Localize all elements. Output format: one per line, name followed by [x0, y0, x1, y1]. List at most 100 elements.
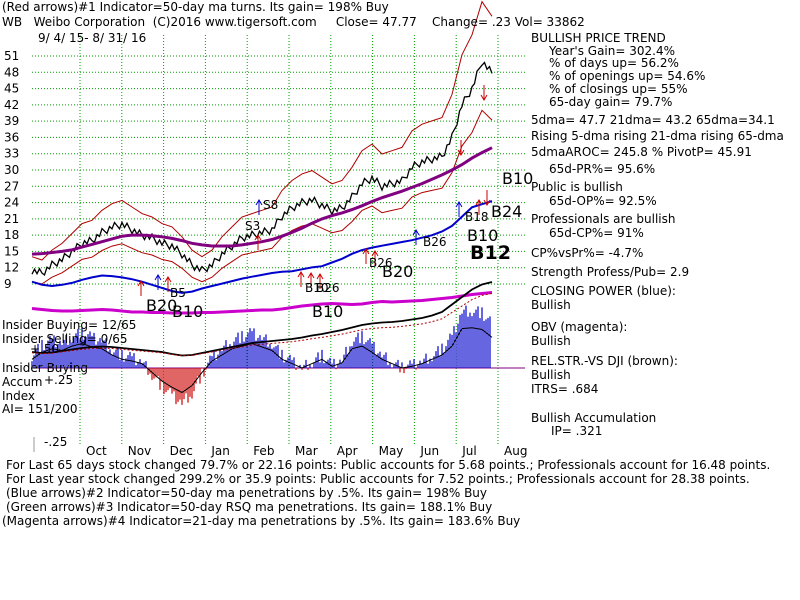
openings-up: % of openings up= 54.6%	[549, 69, 706, 83]
dma-values: 5dma= 47.7 21dma= 43.2 65dma=34.1	[531, 113, 775, 127]
arrow-head-13	[483, 199, 491, 206]
insider-selling: Insider Selling= 0/65	[2, 332, 128, 346]
index-label: Index	[2, 389, 36, 403]
arrow-head-4	[254, 234, 262, 241]
arrow-head-5	[297, 271, 305, 278]
signal-b10-small: B10	[305, 281, 329, 295]
signal-b12: B12	[470, 242, 511, 264]
years-gain: Year's Gain= 302.4%	[549, 44, 675, 58]
y-tick-21: 21	[4, 212, 19, 226]
y-tick-9: 9	[4, 277, 12, 291]
accum-tick-plus50: +.50	[30, 342, 60, 356]
closing-power-status: Bullish	[531, 298, 571, 312]
price-bands	[31, 0, 493, 285]
arrow-head-12	[475, 199, 483, 206]
ma65-line	[31, 146, 493, 256]
arrow-head-0	[137, 280, 145, 287]
volume: Vol= 33862	[514, 15, 585, 29]
cp-vs-pr: CP%vsPr%= -4.7%	[531, 246, 644, 260]
accum-ma-line	[31, 327, 493, 394]
y-tick-48: 48	[4, 65, 19, 79]
closings-up: % of closings up= 55%	[549, 82, 688, 96]
indicator-lines	[31, 61, 493, 357]
insider-buying: Insider Buying= 12/65	[2, 318, 137, 332]
price-line	[31, 61, 493, 276]
arrow-head-11	[455, 201, 463, 208]
accumulation-title: Bullish Accumulation	[531, 411, 657, 425]
x-tick-Oct: Oct	[86, 444, 107, 458]
x-tick-Apr: Apr	[337, 444, 358, 458]
company-name: Weibo Corporation	[33, 15, 146, 29]
trend-title: BULLISH PRICE TREND	[531, 31, 666, 45]
signal-b26-apr: B26	[316, 281, 340, 295]
y-tick-36: 36	[4, 130, 19, 144]
accum-tick-plus25: +.25	[44, 373, 74, 387]
relstr-line	[31, 281, 493, 357]
x-tick-Jun: Jun	[419, 444, 439, 458]
cp-percent: 65d-CP%= 91%	[549, 226, 644, 240]
signal-b10-apr: B10	[312, 302, 344, 321]
upper-band	[31, 0, 493, 261]
x-tick-Dec: Dec	[170, 444, 193, 458]
signal-s8: S8	[263, 198, 279, 212]
relstr-title: REL.STR.-VS DJI (brown):	[531, 354, 678, 368]
y-tick-24: 24	[4, 196, 19, 210]
arrow-head-3	[255, 199, 263, 206]
obv-title: OBV (magenta):	[531, 320, 628, 334]
accum-tick-minus25: -.25	[44, 435, 68, 449]
signal-arrows	[137, 85, 491, 296]
ticker: WB	[2, 15, 23, 29]
date-range: 9/ 4/ 15- 8/ 31/ 16	[38, 31, 147, 45]
signal-b26-jul: B26	[423, 235, 447, 249]
x-tick-Mar: Mar	[295, 444, 318, 458]
arrow-head-6	[307, 272, 315, 279]
signal-s3: S3	[245, 219, 261, 233]
x-tick-Jul: Jul	[461, 444, 476, 458]
footer-line-magenta: (Magenta arrows)#4 Indicator=21-day ma p…	[2, 514, 521, 528]
x-tick-Aug: Aug	[504, 444, 527, 458]
footer-line-year: For Last year stock changed 299.2% or 35…	[6, 472, 750, 486]
arrow-head-14	[480, 94, 488, 101]
signal-b26-may: B26	[369, 256, 393, 270]
signal-b10-top: B10	[502, 169, 534, 188]
y-tick-30: 30	[4, 163, 19, 177]
axis-ticks: 51 48 45 42 39 36 33 30 27 24 21 18 15 12 9 Oct Nov Dec Ja…	[4, 49, 527, 458]
insider-buying-label: Insider Buying	[2, 361, 88, 375]
arrow-head-7	[316, 273, 324, 280]
accum-label: Accum	[2, 375, 43, 389]
y-tick-51: 51	[4, 49, 19, 63]
itrs-value: ITRS= .684	[531, 382, 599, 396]
y-tick-42: 42	[4, 98, 19, 112]
signal-b10-aug: B10	[467, 226, 499, 245]
public-status: Public is bullish	[531, 180, 623, 194]
arrow-head-8	[362, 248, 370, 255]
y-tick-45: 45	[4, 82, 19, 96]
copyright: (C)2016 www.tigersoft.com	[152, 15, 317, 29]
signal-b5: B5	[170, 286, 186, 300]
x-tick-Feb: Feb	[253, 444, 274, 458]
footer-line-65day: For Last 65 days stock changed 79.7% or …	[6, 458, 771, 472]
arrow-head-2	[164, 276, 172, 283]
footer-line-green: (Green arrows)#3 Indicator=50-day RSQ ma…	[6, 500, 493, 514]
y-tick-15: 15	[4, 244, 19, 258]
arrow-head-10	[412, 229, 420, 236]
ai-value: AI= 151/200	[2, 402, 78, 416]
closing-power-title: CLOSING POWER (blue):	[531, 284, 676, 298]
rising-dma: Rising 5-dma rising 21-dma rising 65-dma	[531, 129, 784, 143]
y-tick-27: 27	[4, 179, 19, 193]
signal-b20: B20	[146, 296, 178, 315]
strength-ratio: Strength Profess/Pub= 2.9	[531, 265, 690, 279]
x-tick-Jan: Jan	[210, 444, 230, 458]
lower-band	[31, 109, 493, 285]
obv-line	[31, 291, 493, 315]
y-tick-12: 12	[4, 261, 19, 275]
obv-status: Bullish	[531, 334, 571, 348]
y-tick-18: 18	[4, 228, 19, 242]
gain-65day: 65-day gain= 79.7%	[549, 95, 673, 109]
professionals-status: Professionals are bullish	[531, 212, 676, 226]
change-value: Change= .23	[432, 15, 511, 29]
days-up: % of days up= 56.2%	[549, 56, 679, 70]
pr-percent: 65d-PR%= 95.6%	[549, 162, 656, 176]
